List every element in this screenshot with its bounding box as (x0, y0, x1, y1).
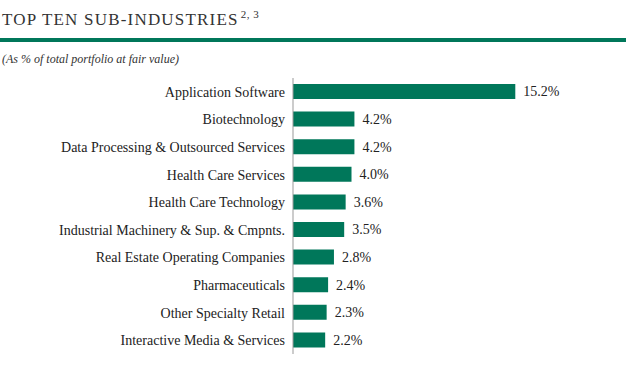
svg-text:4.0%: 4.0% (360, 167, 390, 182)
html-text:(As % of total portfolio at fa: (As % of total portfolio at fair value) (2, 52, 179, 66)
svg-text:4.2%: 4.2% (362, 140, 392, 155)
svg-text:2.8%: 2.8% (342, 250, 372, 265)
svg-text:3.5%: 3.5% (352, 222, 382, 237)
svg-text:Health Care Services: Health Care Services (167, 168, 285, 183)
svg-text:3.6%: 3.6% (354, 195, 384, 210)
svg-text:4.2%: 4.2% (362, 112, 392, 127)
svg-text:2.2%: 2.2% (333, 333, 363, 348)
svg-text:Data Processing & Outsourced S: Data Processing & Outsourced Services (61, 140, 285, 155)
html-text:TOP TEN SUB-INDUSTRIES2, 3: TOP TEN SUB-INDUSTRIES2, 3 (2, 8, 260, 29)
svg-text:Industrial Machinery & Sup. &: Industrial Machinery & Sup. & Cmpnts. (59, 223, 285, 238)
svg-text:Pharmaceuticals: Pharmaceuticals (193, 278, 285, 293)
svg-text:2.4%: 2.4% (336, 278, 366, 293)
svg-text:Other Specialty Retail: Other Specialty Retail (161, 306, 286, 321)
svg-text:Real Estate Operating Companie: Real Estate Operating Companies (96, 250, 285, 265)
svg-text:15.2%: 15.2% (523, 84, 560, 99)
svg-text:2.3%: 2.3% (335, 305, 365, 320)
svg-text:Health Care Technology: Health Care Technology (149, 195, 285, 210)
svg-text:Application Software: Application Software (165, 85, 285, 100)
svg-text:Biotechnology: Biotechnology (203, 112, 285, 127)
svg-text:Interactive Media & Services: Interactive Media & Services (121, 333, 285, 348)
